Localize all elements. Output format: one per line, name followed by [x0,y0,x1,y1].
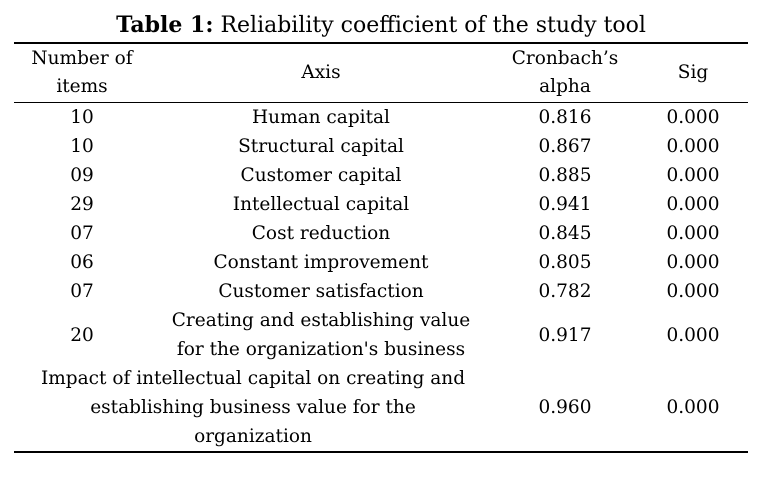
cell-alpha: 0.782 [538,281,592,302]
cell-sig: 0.000 [666,107,720,128]
header-number-of-items-text: Number of items [31,48,133,97]
header-sig: Sig [677,62,709,83]
cell-items: 09 [70,165,94,186]
header-number-of-items: Number of items [14,43,150,103]
cell-sig: 0.000 [666,281,720,302]
cell-axis-total-text: Impact of intellectual capital on creati… [40,368,466,447]
table-row: 20 Creating and establishing value for t… [14,306,748,364]
table-row: 10 Human capital 0.816 0.000 [14,103,748,133]
cell-sig: 0.000 [666,397,720,418]
cell-axis-total: Impact of intellectual capital on creati… [14,364,492,452]
cell-axis: Creating and establishing value for the … [150,306,492,364]
table-row: 06 Constant improvement 0.805 0.000 [14,248,748,277]
cell-axis: Customer satisfaction [218,281,424,302]
table-row: 07 Customer satisfaction 0.782 0.000 [14,277,748,306]
header-alpha-text: Cronbach’s alpha [511,48,619,97]
cell-sig: 0.000 [666,194,720,215]
cell-alpha: 0.845 [538,223,592,244]
cell-alpha: 0.960 [538,397,592,418]
cell-items: 06 [70,252,94,273]
cell-alpha: 0.805 [538,252,592,273]
header-alpha: Cronbach’s alpha [492,43,638,103]
table-row: 29 Intellectual capital 0.941 0.000 [14,190,748,219]
cell-sig: 0.000 [666,324,720,346]
cell-sig: 0.000 [666,252,720,273]
cell-axis: Human capital [252,107,390,128]
cell-alpha: 0.941 [538,194,592,215]
cell-axis: Structural capital [238,136,404,157]
cell-axis: Cost reduction [251,223,391,244]
cell-axis: Customer capital [240,165,402,186]
table-row: 10 Structural capital 0.867 0.000 [14,132,748,161]
cell-alpha: 0.816 [538,107,592,128]
header-axis: Axis [301,62,341,83]
cell-alpha: 0.867 [538,136,592,157]
table-caption: Table 1: Reliability coefficient of the … [0,10,762,41]
cell-items: 07 [70,281,94,302]
cell-alpha: 0.885 [538,165,592,186]
cell-items: 07 [70,223,94,244]
table-row-total: Impact of intellectual capital on creati… [14,364,748,452]
cell-axis-text: Creating and establishing value for the … [171,310,471,360]
cell-items: 29 [70,194,94,215]
cell-axis: Intellectual capital [232,194,410,215]
cell-sig: 0.000 [666,165,720,186]
cell-items: 10 [70,136,94,157]
caption-label: Table 1: [116,12,214,38]
caption-text: Reliability coefficient of the study too… [213,13,646,38]
cell-sig: 0.000 [666,223,720,244]
cell-axis: Constant improvement [213,252,429,273]
cell-items: 20 [70,324,94,346]
table-row: 07 Cost reduction 0.845 0.000 [14,219,748,248]
cell-alpha: 0.917 [538,324,592,346]
cell-items: 10 [70,107,94,128]
cell-sig: 0.000 [666,136,720,157]
reliability-table: Number of items Axis Cronbach’s alpha Si… [14,42,748,453]
table-header-row: Number of items Axis Cronbach’s alpha Si… [14,43,748,103]
table-row: 09 Customer capital 0.885 0.000 [14,161,748,190]
